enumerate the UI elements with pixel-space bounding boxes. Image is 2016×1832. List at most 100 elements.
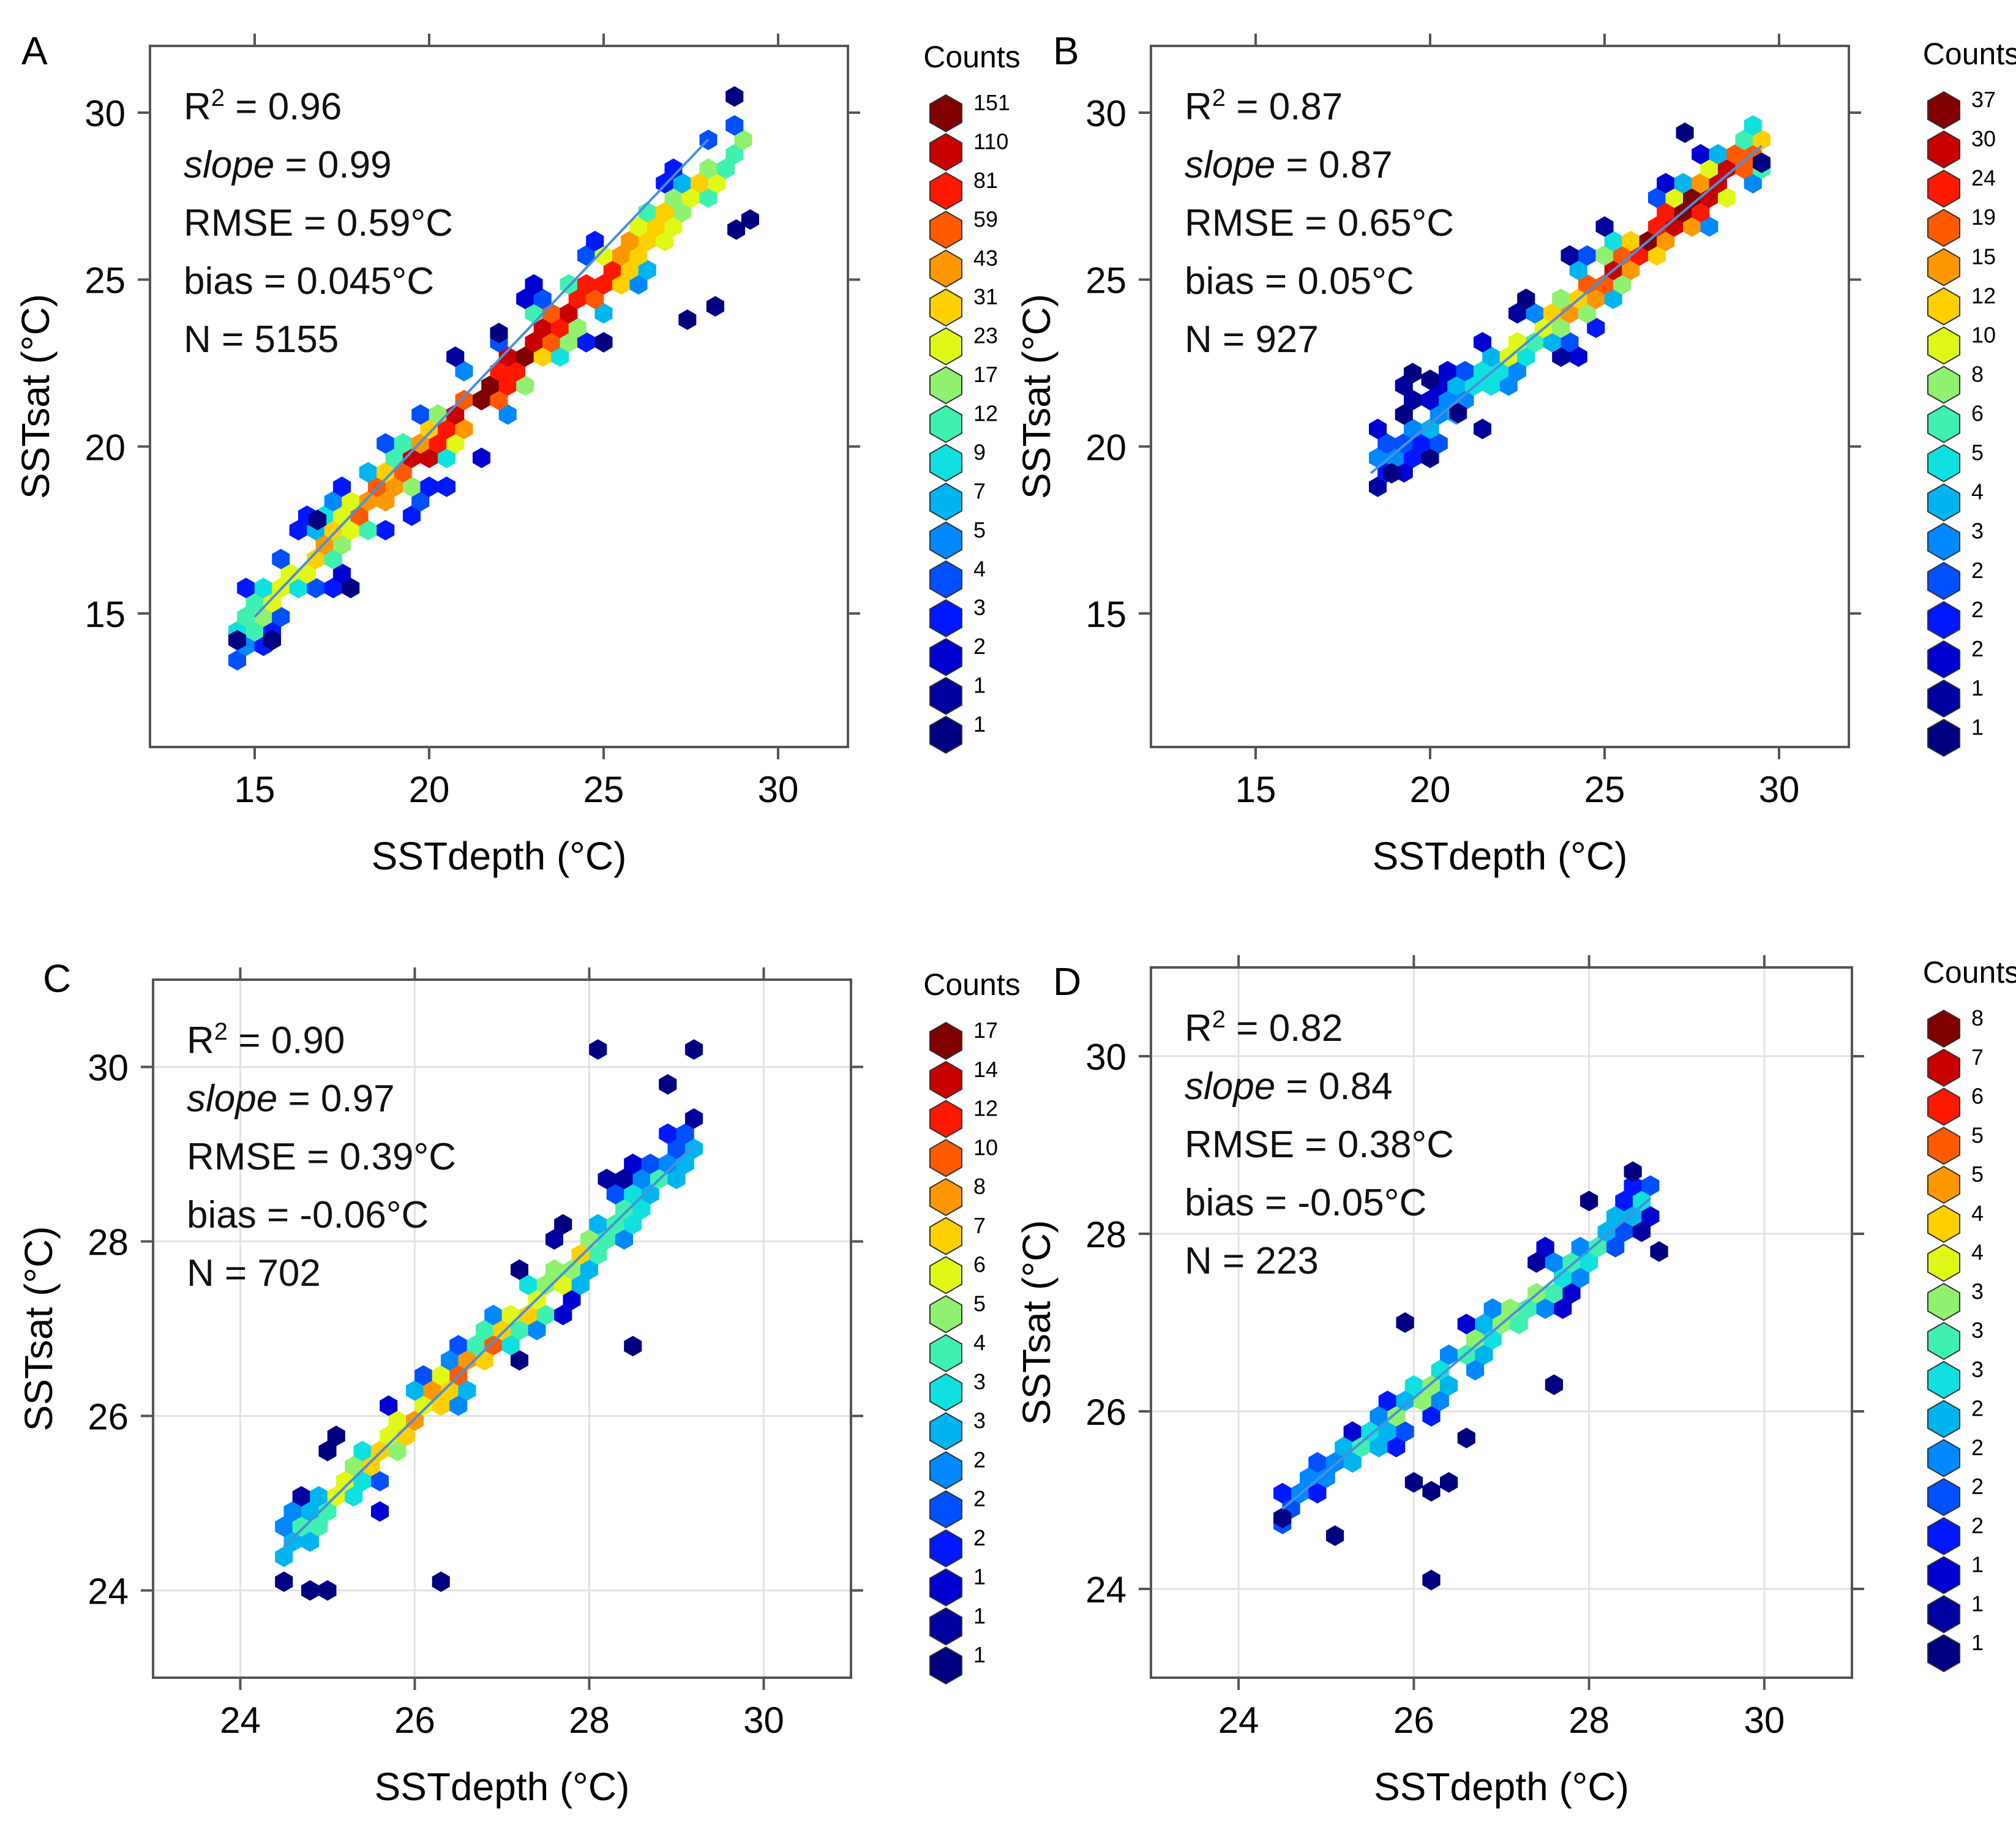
hexbin-cell bbox=[1370, 1406, 1388, 1427]
y-tick-label: 24 bbox=[88, 1571, 129, 1612]
hexbin-cell bbox=[717, 158, 735, 179]
hexbin-cell bbox=[1456, 361, 1474, 381]
hexbin-cell bbox=[511, 1259, 528, 1280]
hexbin-cell bbox=[333, 476, 351, 497]
hexbin-cell bbox=[429, 433, 447, 454]
legend-swatch bbox=[1927, 1165, 1960, 1204]
hexbin-cell bbox=[1482, 346, 1501, 367]
legend-value: 2 bbox=[1971, 1396, 1984, 1421]
legend-value: 2 bbox=[1971, 597, 1984, 622]
hexbin-cell bbox=[1449, 403, 1467, 424]
legend-swatch bbox=[929, 133, 962, 171]
hexbin-cell bbox=[1650, 1241, 1668, 1262]
hexbin-cell bbox=[516, 288, 534, 309]
hexbin-cell bbox=[283, 1501, 302, 1522]
hexbin-cell bbox=[310, 1516, 328, 1537]
hexbin-cell bbox=[525, 332, 543, 353]
hexbin-cell bbox=[432, 1395, 450, 1416]
hexbin-cell bbox=[1395, 404, 1413, 425]
legend-value: 1 bbox=[1971, 715, 1984, 740]
stat-bias: bias = 0.045°C bbox=[184, 260, 434, 302]
hexbin-cell bbox=[641, 1154, 659, 1174]
hexbin-cell bbox=[563, 1259, 581, 1280]
legend-swatch bbox=[929, 1373, 962, 1411]
hexbin-cell bbox=[411, 490, 430, 512]
legend-value: 2 bbox=[973, 1486, 986, 1511]
legend-swatch bbox=[929, 1217, 962, 1255]
hexbin-cell bbox=[533, 317, 552, 339]
hexbin-cell bbox=[455, 418, 473, 440]
hexbin-cell bbox=[307, 549, 325, 569]
hexbin-cell bbox=[1604, 288, 1622, 309]
hexbin-cell bbox=[525, 274, 543, 295]
hexbin-cell bbox=[228, 629, 246, 651]
hexbin-cell bbox=[1440, 1472, 1458, 1493]
hexbin-cell bbox=[615, 1199, 633, 1220]
hexbin-cell bbox=[1474, 332, 1491, 353]
stat-bias: bias = -0.06°C bbox=[187, 1194, 429, 1236]
y-tick-label: 26 bbox=[1085, 1392, 1126, 1433]
hexbin-cell bbox=[519, 1274, 538, 1296]
hexbin-cell bbox=[446, 433, 465, 454]
hexbin-cell bbox=[301, 1580, 319, 1601]
legend-swatch bbox=[929, 1061, 962, 1099]
legend-value: 6 bbox=[1971, 401, 1984, 426]
hexbin-cells bbox=[1273, 1161, 1668, 1591]
hexbin-cell bbox=[345, 1486, 363, 1507]
hexbin-cell bbox=[411, 404, 430, 425]
legend-value: 10 bbox=[973, 1135, 998, 1160]
hexbin-cell bbox=[624, 1154, 642, 1174]
hexbin-cell bbox=[1508, 302, 1526, 324]
hexbin-cell bbox=[501, 1335, 520, 1356]
stat-rmse: RMSE = 0.65°C bbox=[1185, 202, 1454, 244]
legend-value: 1 bbox=[973, 711, 986, 737]
hexbin-cell bbox=[589, 1214, 607, 1235]
x-tick-label: 30 bbox=[743, 1700, 784, 1741]
hexbin-cell bbox=[676, 1123, 694, 1144]
hexbin-cell bbox=[438, 476, 455, 497]
hexbin-cell bbox=[1622, 230, 1640, 252]
hexbin-cell bbox=[455, 361, 473, 381]
legend-swatch bbox=[1927, 522, 1960, 561]
legend-swatch bbox=[1927, 1048, 1960, 1087]
hexbin-cell bbox=[632, 1168, 651, 1190]
hexbin-cell bbox=[1718, 187, 1736, 208]
hexbin-cell bbox=[275, 1571, 293, 1592]
hexbin-cell bbox=[629, 274, 648, 295]
legend-swatch bbox=[1927, 1477, 1960, 1517]
hexbin-cell bbox=[493, 1320, 511, 1341]
hexbin-cell bbox=[280, 563, 299, 584]
hexbin-cell bbox=[624, 1214, 642, 1235]
legend-swatch bbox=[1927, 1204, 1960, 1243]
hexbin-cell bbox=[586, 288, 604, 309]
hexbin-cell bbox=[708, 173, 726, 193]
hexbin-cell bbox=[455, 389, 473, 411]
hexbin-cells bbox=[1369, 115, 1771, 497]
hexbin-cell bbox=[656, 230, 674, 252]
legend-swatch bbox=[929, 1256, 962, 1294]
legend-swatch bbox=[929, 405, 962, 443]
hexbin-cell bbox=[511, 1350, 528, 1371]
hexbin-cell bbox=[1587, 317, 1605, 339]
hexbin-cell bbox=[1326, 1525, 1344, 1546]
legend-value: 5 bbox=[1971, 1122, 1984, 1147]
stat-r: R2 = 0.82 bbox=[1185, 1006, 1343, 1049]
hexbin-cell bbox=[403, 448, 421, 468]
hexbin-cell bbox=[289, 577, 307, 599]
legend-value: 59 bbox=[973, 206, 998, 231]
hexbin-cell bbox=[498, 375, 517, 396]
legend-swatch bbox=[929, 1568, 962, 1607]
hexbin-cell bbox=[1726, 144, 1745, 165]
legend-swatch bbox=[1927, 1321, 1960, 1361]
hexbin-cell bbox=[624, 1335, 642, 1357]
hexbin-cell bbox=[1657, 201, 1675, 223]
legend-swatch bbox=[929, 1139, 962, 1177]
legend-value: 1 bbox=[1971, 1630, 1984, 1655]
hexbin-cell bbox=[629, 216, 648, 237]
legend-title: Counts bbox=[1923, 37, 2016, 71]
hexbin-cell bbox=[1604, 230, 1622, 252]
legend-swatch bbox=[1927, 130, 1960, 169]
hexbin-cell bbox=[254, 577, 272, 599]
